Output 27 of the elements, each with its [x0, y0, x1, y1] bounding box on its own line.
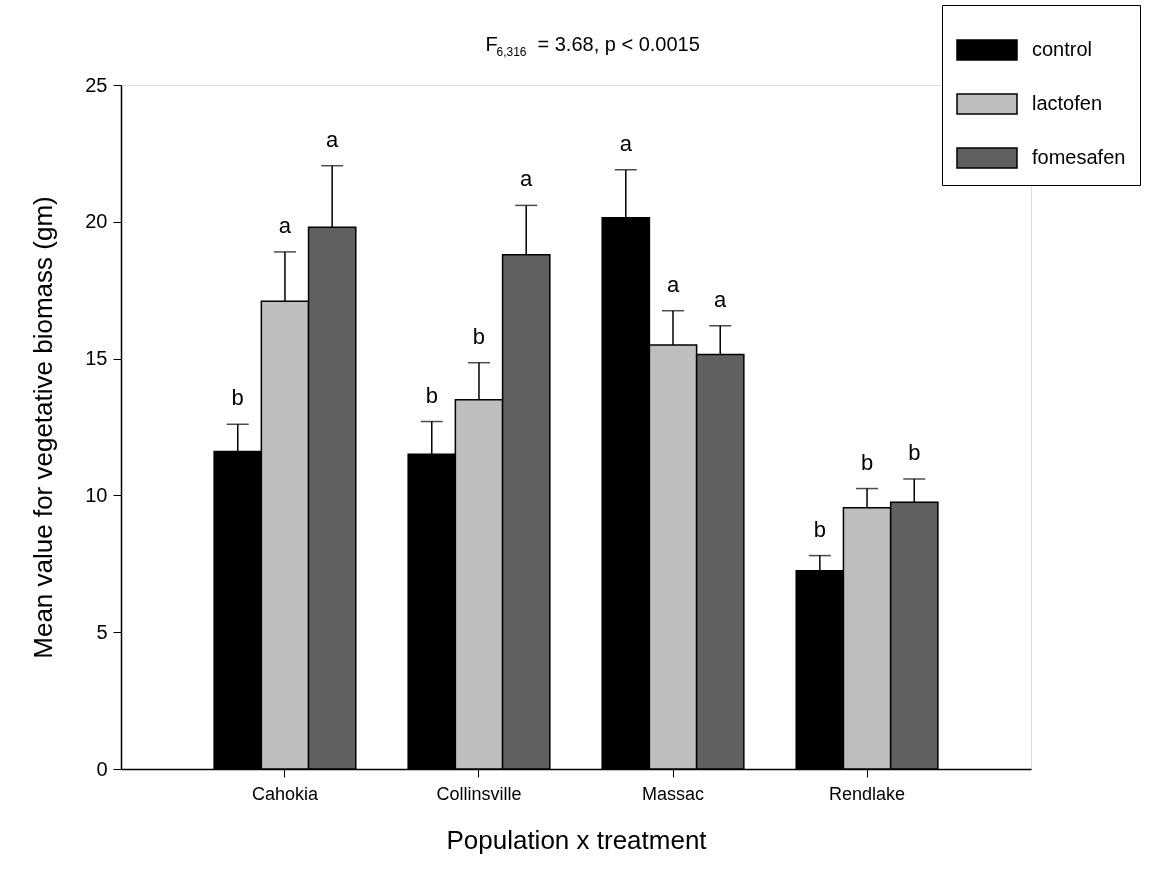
x-tick-label: Collinsville	[436, 783, 522, 804]
annotation: a	[666, 271, 680, 297]
legend-label: lactofen	[1032, 92, 1103, 114]
y-tick-label: 25	[85, 73, 108, 96]
annotation: b	[231, 385, 244, 411]
y-tick-label: 20	[85, 210, 108, 233]
y-tick-label: 15	[85, 347, 108, 370]
y-axis-title: Mean value for vegetative biomass (gm)	[28, 196, 59, 659]
annotation: a	[520, 166, 534, 192]
y-tick-label: 5	[96, 620, 108, 643]
annotation: a	[714, 286, 728, 312]
annotation: a	[326, 126, 340, 152]
x-tick-label: Cahokia	[251, 783, 319, 804]
annotation: b	[472, 323, 486, 349]
annotation: b	[425, 382, 438, 408]
annotation: a	[619, 130, 633, 156]
annotation: b	[860, 449, 874, 475]
annotation: b	[813, 516, 826, 542]
annotation: b	[908, 439, 921, 465]
x-axis-title: Population x treatment	[446, 824, 708, 855]
legend-label: control	[1032, 38, 1093, 60]
legend-label: fomesafen	[1032, 146, 1126, 168]
annotation: a	[278, 212, 292, 238]
x-tick-label: Massac	[642, 783, 705, 804]
y-tick-label: 10	[85, 483, 108, 506]
y-tick-label: 0	[96, 757, 108, 780]
x-tick-label: Rendlake	[829, 783, 906, 804]
